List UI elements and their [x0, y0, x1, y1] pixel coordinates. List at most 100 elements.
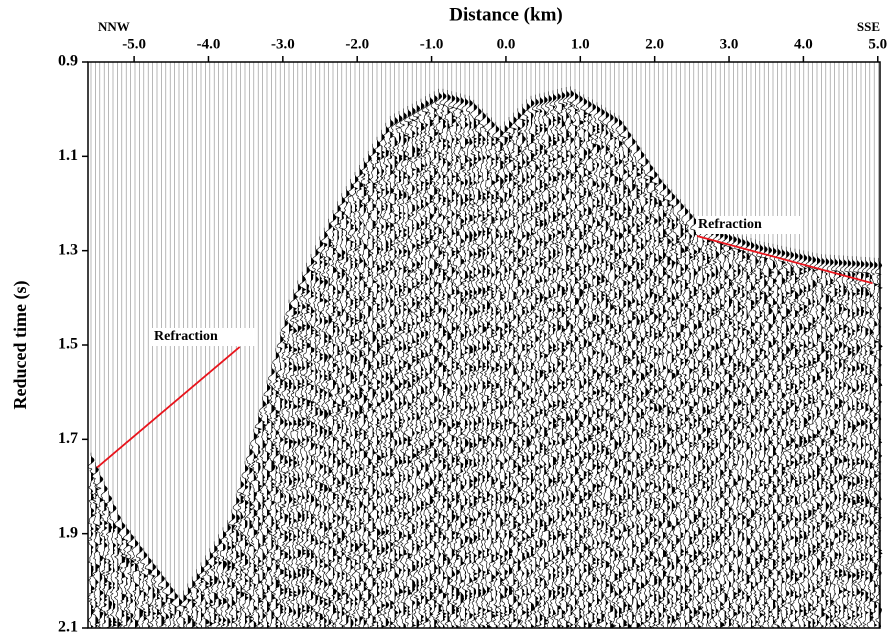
- trace-wiggle: [105, 491, 113, 628]
- trace-wiggle: [773, 244, 782, 628]
- trace-wiggle: [91, 462, 100, 628]
- trace-wiggle: [672, 194, 681, 628]
- trace-wiggle: [271, 348, 281, 628]
- trace-fill: [698, 218, 702, 628]
- trace-fill: [561, 88, 566, 629]
- trace-fill: [636, 140, 641, 628]
- trace-wiggle: [426, 93, 434, 628]
- trace-fill: [170, 582, 174, 628]
- trace-fill: [654, 167, 658, 629]
- trace-wiggle: [342, 186, 351, 628]
- y-tick-label: 1.3: [58, 241, 78, 258]
- x-tick-label: -5.0: [122, 36, 146, 52]
- trace-fill: [566, 86, 570, 628]
- trace-wiggle: [373, 136, 382, 628]
- trace-fill: [553, 90, 557, 628]
- trace-fill: [808, 251, 812, 628]
- trace-fill: [539, 93, 544, 629]
- trace-wiggle: [118, 518, 126, 629]
- trace-wiggle: [135, 541, 144, 628]
- trace-wiggle: [254, 412, 263, 628]
- trace-fill: [165, 577, 169, 628]
- trace-fill: [135, 536, 139, 628]
- trace-fill: [733, 232, 738, 628]
- trace-fill: [218, 534, 222, 628]
- trace-fill: [174, 588, 178, 628]
- y-tick-label: 2.1: [58, 619, 78, 636]
- trace-wiggle: [381, 122, 391, 627]
- trace-fill: [130, 530, 135, 628]
- trace-wiggle: [786, 247, 795, 628]
- trace-wiggle: [465, 95, 474, 627]
- trace-wiggle: [540, 92, 549, 629]
- trace-wiggle: [874, 257, 883, 627]
- trace-wiggle: [843, 255, 852, 629]
- trace-wiggle: [641, 154, 650, 627]
- trace-fill: [579, 91, 584, 629]
- trace-wiggle: [302, 262, 311, 628]
- trace-wiggle: [712, 226, 721, 628]
- trace-fill: [341, 193, 346, 628]
- trace-wiggle: [817, 254, 826, 628]
- trace-wiggle: [439, 88, 448, 628]
- trace-fill: [412, 103, 416, 629]
- trace-wiggle: [487, 117, 496, 628]
- trace-wiggle: [232, 493, 241, 628]
- x-tick-label: 4.0: [794, 36, 813, 52]
- trace-wiggle: [460, 94, 470, 628]
- x-tick-label: 0.0: [497, 36, 516, 52]
- trace-wiggle: [698, 221, 707, 628]
- trace-fill: [830, 254, 834, 628]
- trace-wiggle: [311, 245, 320, 628]
- trace-wiggle: [571, 89, 580, 628]
- trace-fill: [645, 154, 649, 628]
- trace-fill: [680, 199, 685, 629]
- trace-fill: [619, 115, 623, 628]
- annotation: Refraction: [154, 329, 218, 344]
- annotation-bg: [696, 216, 800, 234]
- trace-wiggle: [496, 125, 505, 627]
- trace-wiggle: [650, 167, 659, 629]
- trace-wiggle: [474, 104, 483, 628]
- annotation-bg: [152, 328, 256, 346]
- trace-fill: [601, 104, 606, 629]
- trace-wiggle: [289, 289, 298, 627]
- trace-fill: [689, 209, 693, 628]
- trace-wiggle: [725, 230, 733, 627]
- trace-wiggle: [263, 380, 272, 629]
- trace-fill: [253, 428, 258, 628]
- trace-fill: [751, 238, 755, 628]
- chart-title: Distance (km): [449, 4, 562, 25]
- trace-wiggle: [491, 121, 501, 628]
- trace-wiggle: [316, 236, 324, 629]
- trace-fill: [676, 194, 680, 628]
- trace-fill: [509, 117, 513, 628]
- trace-wiggle: [632, 140, 641, 627]
- trace-wiggle: [285, 299, 294, 627]
- trace-wiggle: [544, 91, 553, 627]
- trace-wiggle: [522, 99, 531, 628]
- trace-layer: [87, 62, 883, 629]
- trace-wiggle: [667, 189, 676, 628]
- trace-wiggle: [870, 257, 879, 627]
- trace-wiggle: [593, 102, 602, 628]
- trace-fill: [275, 348, 280, 628]
- trace-fill: [795, 248, 799, 629]
- trace-fill: [874, 257, 878, 628]
- trace-fill: [421, 98, 425, 629]
- trace-wiggle: [804, 251, 813, 629]
- trace-fill: [148, 553, 152, 628]
- trace-fill: [205, 555, 210, 628]
- trace-wiggle: [768, 243, 778, 629]
- trace-wiggle: [215, 534, 223, 628]
- trace-wiggle: [179, 590, 188, 627]
- trace-wiggle: [364, 150, 373, 629]
- trace-wiggle: [703, 223, 712, 627]
- trace-wiggle: [821, 254, 830, 629]
- trace-fill: [742, 235, 746, 629]
- trace-wiggle: [513, 108, 522, 628]
- x-tick-label: -3.0: [271, 36, 295, 52]
- trace-wiggle: [175, 594, 183, 628]
- annotation: NNW: [98, 19, 130, 34]
- trace-fill: [429, 93, 434, 628]
